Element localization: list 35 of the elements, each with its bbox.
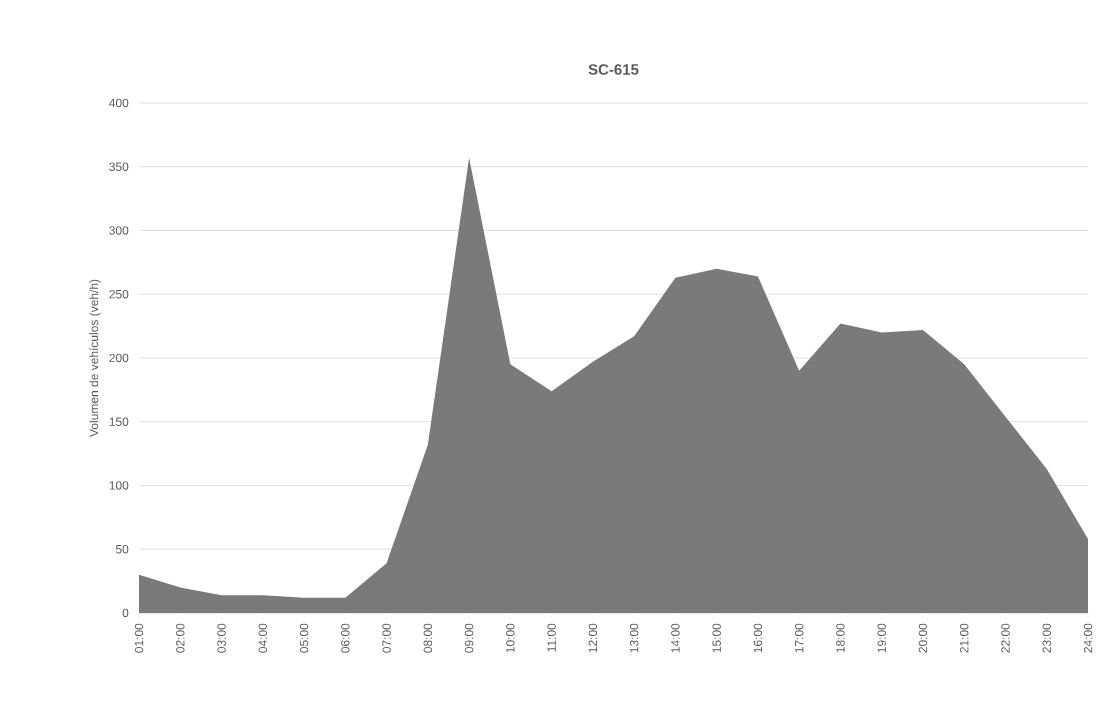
x-tick-label: 04:00 <box>258 623 268 653</box>
x-tick-label: 20:00 <box>918 623 928 653</box>
x-tick-label: 11:00 <box>547 623 556 652</box>
y-tick-label: 50 <box>115 544 129 554</box>
x-tick-label: 09:00 <box>464 623 474 653</box>
chart-title: SC-615 <box>588 64 639 75</box>
y-tick-label: 350 <box>109 162 129 171</box>
y-axis-title: Volumen de vehículos (veh/h) <box>89 279 101 437</box>
x-tick-label: 23:00 <box>1042 623 1052 653</box>
x-tick-label: 14:00 <box>671 623 680 653</box>
x-tick-label: 17:00 <box>794 623 804 653</box>
x-tick-label: 02:00 <box>176 623 185 653</box>
x-tick-label: 21:00 <box>959 623 969 653</box>
x-tick-label: 12:00 <box>588 623 598 653</box>
x-tick-label: 13:00 <box>629 623 639 653</box>
x-tick-label: 01:00 <box>134 623 144 653</box>
x-tick-label: 10:00 <box>506 623 515 653</box>
x-tick-label: 05:00 <box>299 623 309 653</box>
y-tick-label: 0 <box>122 608 129 618</box>
x-tick-label: 24:00 <box>1083 623 1093 653</box>
y-tick-label: 300 <box>109 226 129 235</box>
x-tick-label: 19:00 <box>877 623 886 653</box>
x-tick-label: 15:00 <box>712 623 721 653</box>
y-tick-label: 250 <box>109 289 129 299</box>
x-tick-label: 22:00 <box>1001 623 1010 653</box>
x-tick-label: 03:00 <box>217 623 226 653</box>
y-tick-label: 200 <box>109 353 129 363</box>
x-tick-label: 06:00 <box>341 623 350 653</box>
x-tick-label: 18:00 <box>836 623 845 653</box>
x-tick-label: 08:00 <box>423 623 433 653</box>
x-tick-label: 07:00 <box>382 623 391 653</box>
y-tick-label: 400 <box>109 98 129 108</box>
x-tick-label: 16:00 <box>753 623 763 653</box>
y-tick-label: 100 <box>109 481 129 490</box>
y-tick-label: 150 <box>109 417 129 426</box>
